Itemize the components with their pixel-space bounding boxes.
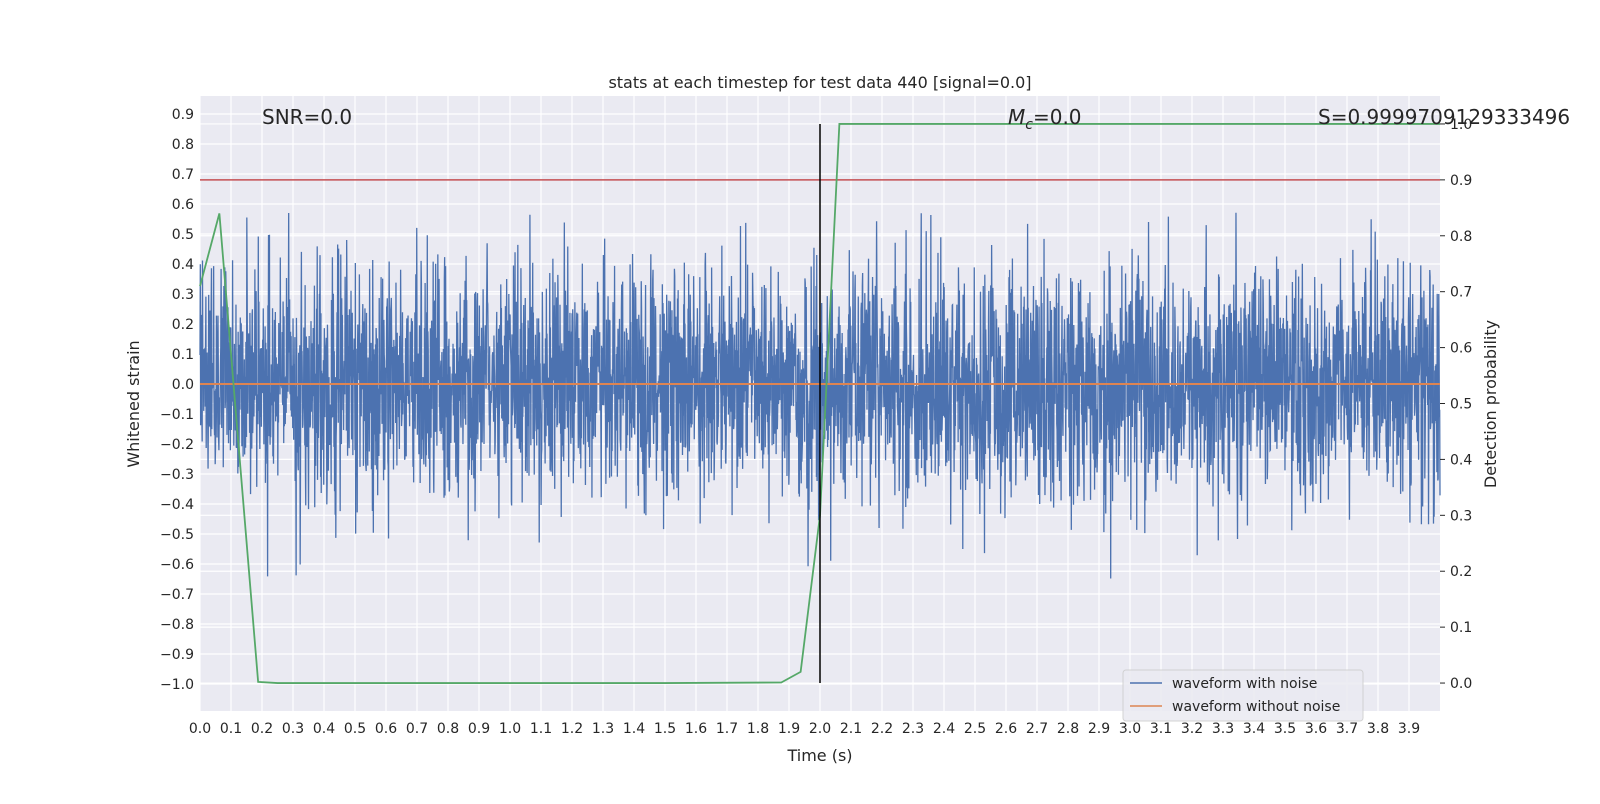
y2-tick-label: 0.3 <box>1450 508 1472 524</box>
x-tick-label: 1.6 <box>685 721 707 737</box>
y-tick-label: −0.8 <box>160 617 194 633</box>
x-tick-label: 2.7 <box>1026 721 1048 737</box>
x-tick-label: 1.1 <box>530 721 552 737</box>
x-tick-label: 1.2 <box>561 721 583 737</box>
x-tick-label: 3.9 <box>1398 721 1420 737</box>
y-tick-label: 0.4 <box>172 257 194 273</box>
legend-box <box>1122 669 1364 722</box>
x-tick-label: 3.6 <box>1305 721 1327 737</box>
x-tick-label: 3.3 <box>1212 721 1234 737</box>
y-tick-label: −0.3 <box>160 467 194 483</box>
score-annotation: S=0.9999709129333496 <box>1318 105 1570 129</box>
x-tick-label: 0.2 <box>251 721 273 737</box>
y-tick-label: 0.3 <box>172 287 194 303</box>
x-tick-label: 2.1 <box>840 721 862 737</box>
y-axis-label: Whitened strain <box>124 340 143 467</box>
x-tick-label: 3.1 <box>1150 721 1172 737</box>
y-tick-label: −0.9 <box>160 647 194 663</box>
y2-tick-label: 0.7 <box>1450 285 1472 301</box>
y-tick-label: 0.8 <box>172 137 194 153</box>
y2-tick-label: 0.9 <box>1450 173 1472 189</box>
y-axis-ticks: 0.9 0.8 0.7 0.6 0.5 0.4 0.3 0.2 0.1 0.0 −0.1 −0.2 −0… <box>160 107 194 693</box>
chirp-mass-symbol: M <box>1008 105 1025 129</box>
x-tick-label: 0.6 <box>375 721 397 737</box>
y2-tick-label: 0.8 <box>1450 229 1472 245</box>
x-tick-label: 1.9 <box>778 721 800 737</box>
y-tick-label: −0.2 <box>160 437 194 453</box>
x-axis-label: Time (s) <box>786 746 852 765</box>
x-tick-label: 2.4 <box>933 721 955 737</box>
legend-label-waveform-with-noise: waveform with noise <box>1172 676 1317 692</box>
y2-tick-label: 1.0 <box>1450 117 1472 133</box>
y-tick-label: −0.1 <box>160 407 194 423</box>
y2-tick-label: 0.1 <box>1450 620 1472 636</box>
y2-tick-label: 0.0 <box>1450 676 1472 692</box>
x-tick-label: 0.4 <box>313 721 335 737</box>
y2-tick-label: 0.4 <box>1450 452 1472 468</box>
y2-tick-label: 0.5 <box>1450 397 1472 413</box>
x-tick-label: 1.4 <box>623 721 645 737</box>
legend: waveform with noise waveform without noi… <box>1122 669 1364 722</box>
x-tick-label: 0.3 <box>282 721 304 737</box>
y-tick-label: −0.6 <box>160 557 194 573</box>
x-tick-label: 0.9 <box>468 721 490 737</box>
x-tick-label: 3.8 <box>1367 721 1389 737</box>
chirp-mass-annotation: Mc=0.0 <box>1008 105 1082 133</box>
x-tick-label: 0.5 <box>344 721 366 737</box>
x-tick-label: 0.1 <box>220 721 242 737</box>
x-tick-label: 0.8 <box>437 721 459 737</box>
y-tick-label: −0.7 <box>160 587 194 603</box>
y2-axis-ticks: 1.0 0.9 0.8 0.7 0.6 0.5 0.4 0.3 0.2 0.1 0.0 <box>1440 117 1472 692</box>
x-tick-label: 3.0 <box>1119 721 1141 737</box>
x-tick-label: 3.4 <box>1243 721 1265 737</box>
x-tick-label: 2.0 <box>809 721 831 737</box>
x-axis-ticks: 0.0 0.1 0.2 0.3 0.4 0.5 0.6 0.7 0.8 0.9 1.0 1.1 1.2 1… <box>189 721 1420 737</box>
x-tick-label: 2.2 <box>871 721 893 737</box>
y2-tick-label: 0.2 <box>1450 564 1472 580</box>
y-tick-label: 0.9 <box>172 107 194 123</box>
y-tick-label: 0.6 <box>172 197 194 213</box>
x-tick-label: 1.8 <box>747 721 769 737</box>
x-tick-label: 2.3 <box>902 721 924 737</box>
chirp-mass-value: =0.0 <box>1033 105 1082 129</box>
y-tick-label: 0.2 <box>172 317 194 333</box>
snr-annotation: SNR=0.0 <box>262 105 352 129</box>
y-tick-label: −0.4 <box>160 497 194 513</box>
y-tick-label: 0.5 <box>172 227 194 243</box>
x-tick-label: 3.7 <box>1336 721 1358 737</box>
x-tick-label: 3.5 <box>1274 721 1296 737</box>
y2-axis-label: Detection probability <box>1481 320 1500 488</box>
series-detection-probability <box>199 123 1440 684</box>
y-tick-label: 0.7 <box>172 167 194 183</box>
x-tick-label: 0.0 <box>189 721 211 737</box>
x-tick-label: 2.9 <box>1088 721 1110 737</box>
x-tick-label: 2.6 <box>995 721 1017 737</box>
x-tick-label: 3.2 <box>1181 721 1203 737</box>
x-tick-label: 2.8 <box>1057 721 1079 737</box>
x-tick-label: 1.0 <box>499 721 521 737</box>
y2-tick-label: 0.6 <box>1450 341 1472 357</box>
y-tick-label: 0.0 <box>172 377 194 393</box>
x-tick-label: 1.5 <box>654 721 676 737</box>
x-tick-label: 0.7 <box>406 721 428 737</box>
plot-area <box>199 123 1441 684</box>
x-tick-label: 1.3 <box>592 721 614 737</box>
x-tick-label: 1.7 <box>716 721 738 737</box>
y-tick-label: 0.1 <box>172 347 194 363</box>
y-tick-label: −1.0 <box>160 677 194 693</box>
y-tick-label: −0.5 <box>160 527 194 543</box>
chart-title: stats at each timestep for test data 440… <box>608 73 1031 92</box>
x-tick-label: 2.5 <box>964 721 986 737</box>
legend-label-waveform-without-noise: waveform without noise <box>1172 699 1340 715</box>
chirp-mass-subscript: c <box>1025 117 1033 133</box>
